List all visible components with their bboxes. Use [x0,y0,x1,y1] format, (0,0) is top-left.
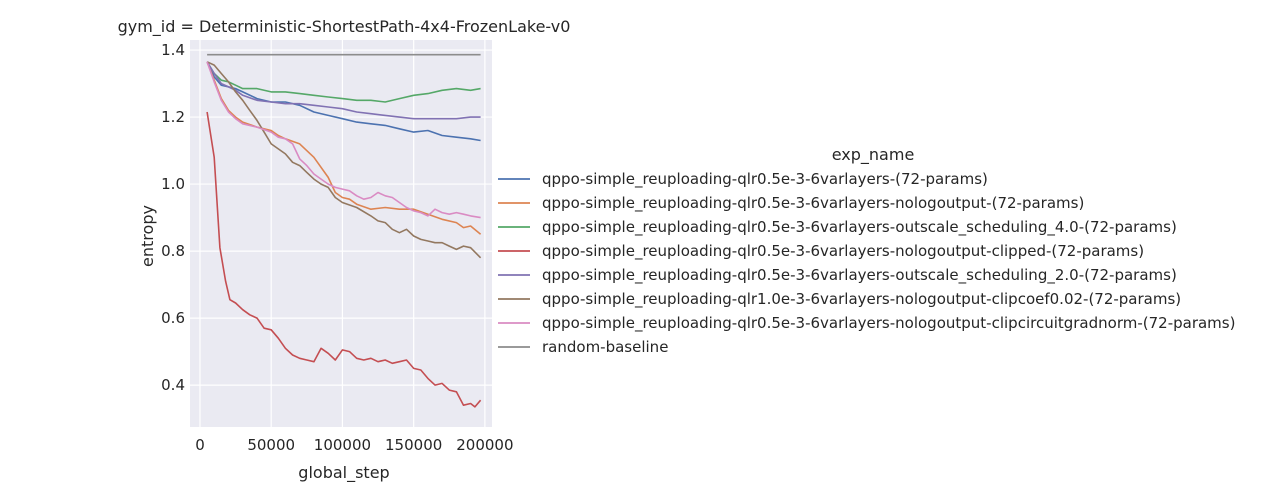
legend-label: qppo-simple_reuploading-qlr0.5e-3-6varla… [542,266,1177,285]
legend-title: exp_name [832,145,915,165]
legend-label: random-baseline [542,338,668,356]
y-tick-label: 0.6 [161,309,185,327]
x-tick-label: 100000 [314,436,371,454]
x-tick-label: 150000 [385,436,442,454]
x-tick-label: 200000 [456,436,513,454]
y-axis-label: entropy [138,205,157,267]
series-line-3 [206,61,481,103]
x-axis-ticks: 0 50000 100000 150000 200000 [195,436,513,454]
legend: exp_name qppo-simple_reuploading-qlr0.5e… [498,145,1235,356]
legend-label: qppo-simple_reuploading-qlr0.5e-3-6varla… [542,170,988,189]
series-line-7 [206,61,481,219]
plot-background [190,40,492,427]
y-tick-label: 0.4 [161,376,185,394]
x-axis-label: global_step [298,463,389,483]
legend-label: qppo-simple_reuploading-qlr0.5e-3-6varla… [542,218,1177,237]
legend-item: qppo-simple_reuploading-qlr0.5e-3-6varla… [498,194,1084,213]
y-tick-label: 1.4 [161,41,185,59]
y-tick-label: 1.2 [161,108,185,126]
y-tick-label: 0.8 [161,242,185,260]
legend-item: qppo-simple_reuploading-qlr1.0e-3-6varla… [498,290,1181,309]
chart-title: gym_id = Deterministic-ShortestPath-4x4-… [118,17,571,37]
legend-item: random-baseline [498,338,668,356]
legend-label: qppo-simple_reuploading-qlr0.5e-3-6varla… [542,194,1084,213]
legend-item: qppo-simple_reuploading-qlr0.5e-3-6varla… [498,314,1235,333]
y-tick-label: 1.0 [161,175,185,193]
legend-item: qppo-simple_reuploading-qlr0.5e-3-6varla… [498,218,1177,237]
x-tick-label: 0 [195,436,205,454]
legend-label: qppo-simple_reuploading-qlr0.5e-3-6varla… [542,242,1144,261]
legend-label: qppo-simple_reuploading-qlr0.5e-3-6varla… [542,314,1235,333]
legend-item: qppo-simple_reuploading-qlr0.5e-3-6varla… [498,170,988,189]
legend-item: qppo-simple_reuploading-qlr0.5e-3-6varla… [498,266,1177,285]
legend-item: qppo-simple_reuploading-qlr0.5e-3-6varla… [498,242,1144,261]
legend-items: qppo-simple_reuploading-qlr0.5e-3-6varla… [498,170,1235,356]
series-line-4 [206,111,482,408]
x-tick-label: 50000 [247,436,295,454]
series-line-2 [206,61,482,235]
series-lines [206,53,482,408]
legend-label: qppo-simple_reuploading-qlr1.0e-3-6varla… [542,290,1181,309]
series-line-6 [206,61,482,259]
grid [190,40,492,427]
y-axis-ticks: 0.4 0.6 0.8 1.0 1.2 1.4 [161,41,185,394]
